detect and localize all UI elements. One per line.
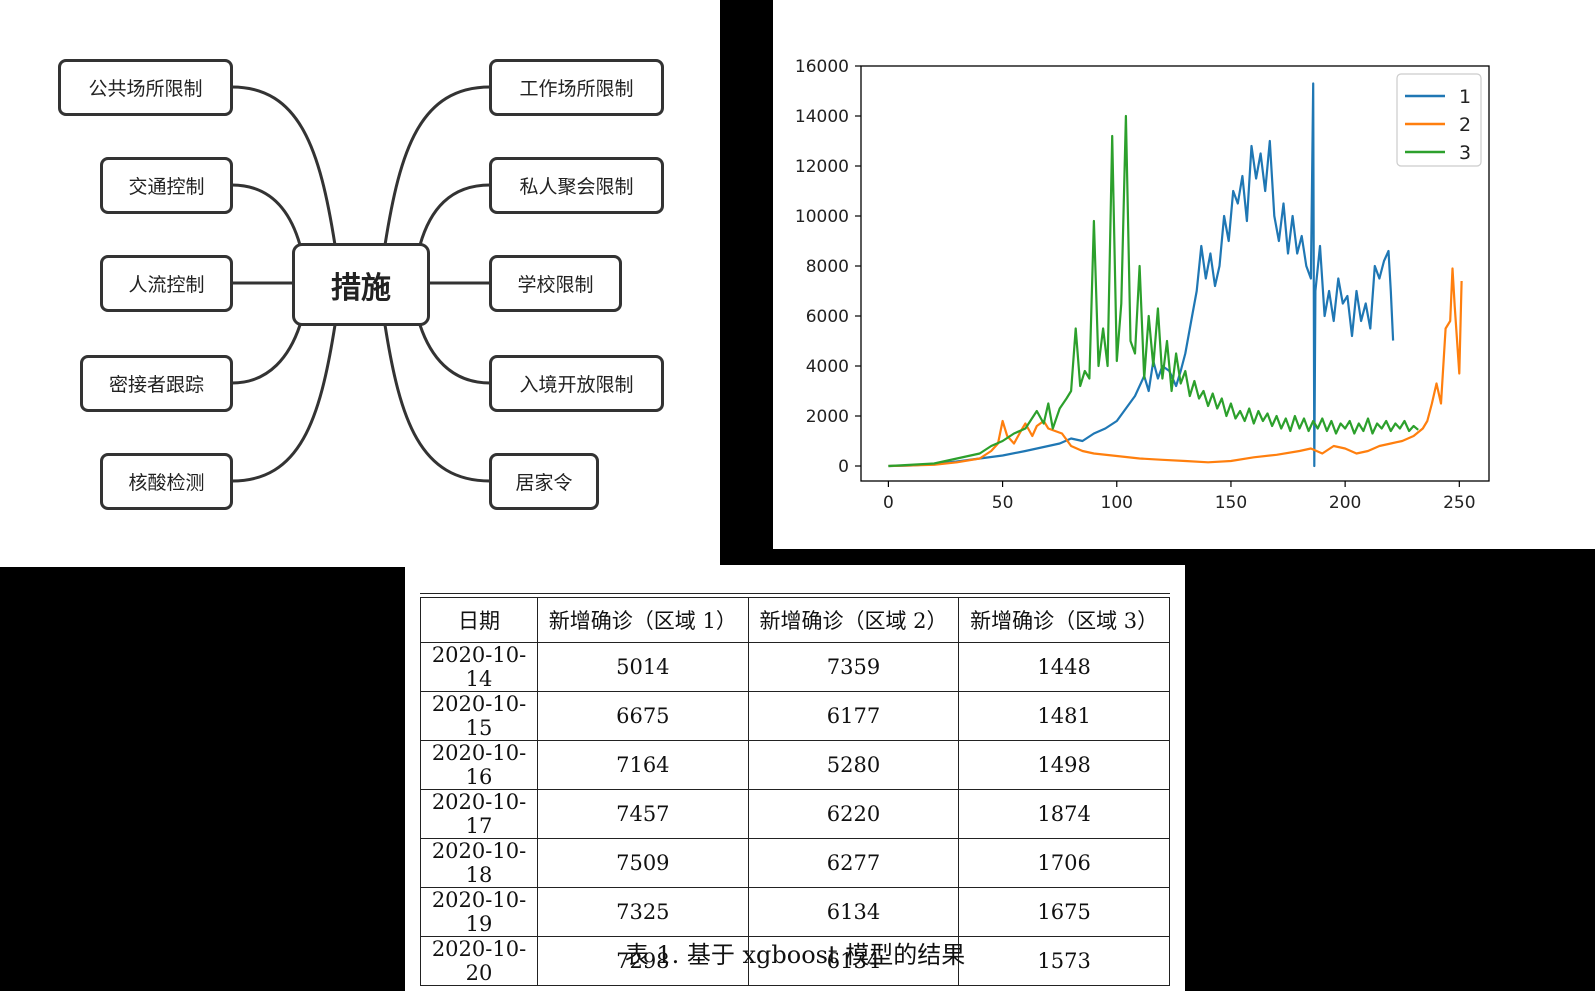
value-cell: 1874 [958,789,1170,839]
value-cell: 1448 [958,642,1170,692]
header-region-1: 新增确诊（区域 1） [537,597,749,643]
center-node: 措施 [292,243,430,326]
legend: 1 2 3 [1396,73,1482,167]
y-tick-label: 0 [838,457,849,477]
node-right-4: 居家令 [489,453,599,510]
y-tick-label: 16000 [795,57,849,77]
table-row: 2020-10-15 6675 6177 1481 [420,691,1170,741]
series-line-1 [888,82,1395,468]
series-line-2 [888,267,1463,468]
connector-l3 [231,324,302,385]
value-cell: 7164 [537,740,749,790]
y-tick-label: 2000 [806,407,849,427]
series-line-3 [888,114,1419,468]
value-cell: 1675 [958,887,1170,937]
legend-label-3: 3 [1459,142,1471,164]
connector-r1 [418,183,491,246]
x-tick-label: 50 [992,493,1014,513]
value-cell: 1481 [958,691,1170,741]
x-tick-label: 100 [1101,493,1133,513]
connector-r0 [383,85,491,246]
result-table: 日期 新增确诊（区域 1） 新增确诊（区域 2） 新增确诊（区域 3） 2020… [420,597,1170,986]
y-tick-label: 6000 [806,307,849,327]
node-left-0: 公共场所限制 [58,59,233,116]
x-tick-label: 200 [1329,493,1361,513]
date-cell: 2020-10-16 [420,740,538,790]
node-left-3: 密接者跟踪 [80,355,233,412]
x-tick-label: 150 [1215,493,1247,513]
legend-label-1: 1 [1459,86,1471,108]
tick-layer: 0 50 100 150 200 250 0 2000 4000 6000 8000 10000 120… [795,57,1476,513]
value-cell: 5014 [537,642,749,692]
header-region-3: 新增确诊（区域 3） [958,597,1170,643]
mindmap-connectors [231,85,491,483]
connector-l4 [231,324,337,483]
x-tick-label: 0 [883,493,894,513]
value-cell: 1573 [958,936,1170,986]
date-cell: 2020-10-19 [420,887,538,937]
header-region-2: 新增确诊（区域 2） [747,597,960,643]
value-cell: 1706 [958,838,1170,888]
value-cell: 6220 [747,789,960,839]
value-cell: 6134 [747,936,960,986]
x-tick-label: 250 [1443,493,1475,513]
date-cell: 2020-10-17 [420,789,538,839]
table-caption: 表 1. 基于 xgboost 模型的结果 [624,941,966,969]
value-cell: 7359 [747,642,960,692]
table-row: 2020-10-17 7457 6220 1874 [420,789,1170,839]
node-right-1: 私人聚会限制 [489,157,664,214]
line-chart: 0 50 100 150 200 250 0 2000 4000 6000 8000 10000 120… [795,57,1490,513]
node-right-3: 入境开放限制 [489,355,664,412]
value-cell: 7509 [537,838,749,888]
y-tick-label: 10000 [795,207,849,227]
node-right-0: 工作场所限制 [489,59,664,116]
connector-l0 [231,85,337,246]
connector-l1 [231,183,302,246]
value-cell: 1498 [958,740,1170,790]
table-body: 2020-10-14 5014 7359 1448 2020-10-15 6675 6177… [420,642,1170,986]
date-cell: 2020-10-14 [420,642,538,692]
table-row: 2020-10-16 7164 5280 1498 [420,740,1170,790]
date-cell: 2020-10-20 [420,936,538,986]
node-left-2: 人流控制 [100,255,233,312]
connector-r3 [418,324,491,385]
table-row: 2020-10-19 7325 6134 1675 [420,887,1170,937]
chart-panel: 0 50 100 150 200 250 0 2000 4000 6000 8000 10000 120… [773,0,1595,549]
table-header-row: 日期 新增确诊（区域 1） 新增确诊（区域 2） 新增确诊（区域 3） [420,597,1170,643]
value-cell: 7325 [537,887,749,937]
y-tick-label: 14000 [795,107,849,127]
y-tick-label: 4000 [806,357,849,377]
node-right-2: 学校限制 [489,255,622,312]
node-left-4: 核酸检测 [100,453,233,510]
y-tick-label: 12000 [795,157,849,177]
value-cell: 6277 [747,838,960,888]
connector-r4 [383,324,491,483]
value-cell: 7457 [537,789,749,839]
value-cell: 7298 [537,936,749,986]
y-tick-label: 8000 [806,257,849,277]
series-layer [888,82,1463,468]
value-cell: 6177 [747,691,960,741]
value-cell: 6134 [747,887,960,937]
date-cell: 2020-10-18 [420,838,538,888]
table-panel: 日期 新增确诊（区域 1） 新增确诊（区域 2） 新增确诊（区域 3） 2020… [405,565,1185,991]
node-left-1: 交通控制 [100,157,233,214]
header-date: 日期 [420,597,538,643]
date-cell: 2020-10-15 [420,691,538,741]
value-cell: 5280 [747,740,960,790]
table-row: 2020-10-14 5014 7359 1448 [420,642,1170,692]
table-row: 2020-10-20 7298 6134 1573 [420,936,1170,986]
table-row: 2020-10-18 7509 6277 1706 [420,838,1170,888]
value-cell: 6675 [537,691,749,741]
legend-label-2: 2 [1459,114,1471,136]
plot-frame [860,65,1490,482]
table-top-rule [420,593,1170,594]
mindmap-panel: 措施 公共场所限制 交通控制 人流控制 密接者跟踪 核酸检测 工作场所限制 私人… [0,0,720,567]
